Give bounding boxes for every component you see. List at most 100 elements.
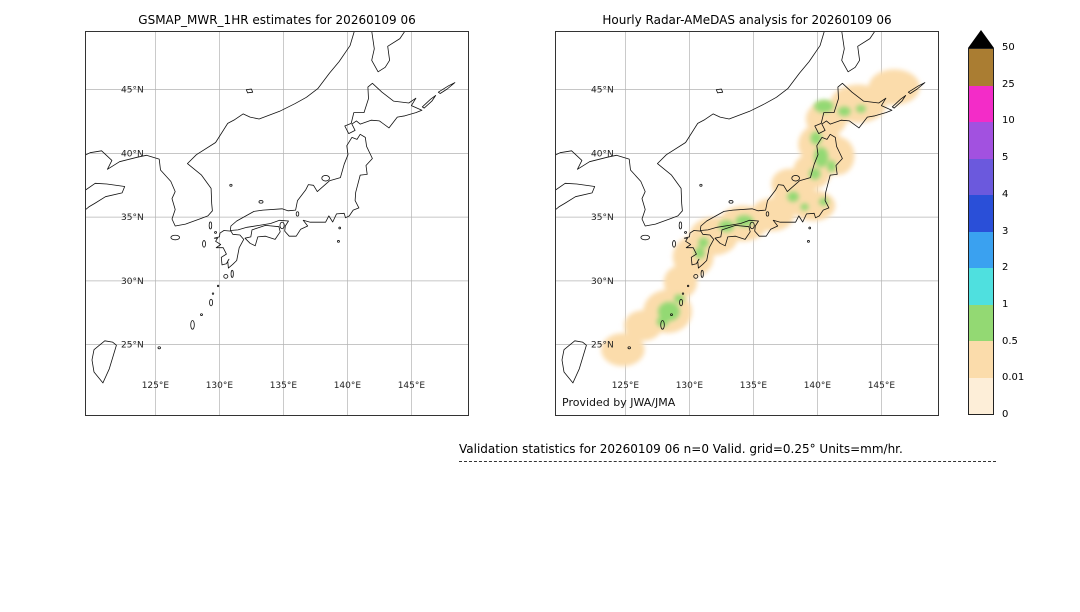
lon-tick-label: 130°E <box>676 381 704 391</box>
axis-labels: 45°N 40°N 35°N 30°N 25°N 125°E 130°E 135°E 140°E… <box>121 86 425 391</box>
colorbar-block <box>969 341 993 378</box>
coastline-path <box>814 82 893 134</box>
coastline-path <box>561 340 587 384</box>
validation-caption: Validation statistics for 20260109 06 n=… <box>459 442 996 462</box>
island-outline <box>223 274 229 279</box>
colorbar-block <box>969 85 993 122</box>
lon-tick-label: 145°E <box>868 381 896 391</box>
colorbar-tick-label: 50 <box>1002 42 1015 53</box>
lon-tick-label: 130°E <box>206 381 234 391</box>
gsmap-panel-title: GSMAP_MWR_1HR estimates for 20260109 06 <box>138 13 416 27</box>
precip-region <box>837 106 851 117</box>
coastline-path <box>371 31 406 73</box>
precip-region <box>814 99 834 113</box>
coastline-path <box>683 230 715 269</box>
colorbar-block <box>969 377 993 414</box>
island-outline <box>229 183 233 187</box>
colorbar-block <box>969 304 993 341</box>
coastline-path <box>714 224 751 247</box>
island-outline <box>728 200 734 204</box>
lon-tick-label: 125°E <box>142 381 170 391</box>
island-outline <box>807 240 810 243</box>
coastline-path <box>244 224 281 247</box>
colorbar-tick-label: 0.5 <box>1002 335 1018 347</box>
lat-tick-label: 35°N <box>121 213 144 223</box>
precip-region <box>810 131 822 145</box>
colorbar-overflow-arrow-icon <box>968 30 994 48</box>
coastline-path <box>344 82 423 134</box>
island-outline <box>279 221 285 230</box>
precip-region <box>791 190 836 221</box>
map-frame <box>555 31 939 416</box>
radar-panel-title: Hourly Radar-AMeDAS analysis for 2026010… <box>602 13 892 27</box>
gsmap-map-panel: 45°N 40°N 35°N 30°N 25°N 125°E 130°E 135°E 140°E… <box>85 31 469 416</box>
coastline-path <box>213 230 245 269</box>
island-outline <box>791 175 800 182</box>
coastlines <box>555 31 926 384</box>
island-outline <box>627 346 631 350</box>
coastline-path <box>85 31 355 227</box>
island-outline <box>684 231 687 234</box>
lon-tick-label: 125°E <box>612 381 640 391</box>
lat-tick-label: 30°N <box>121 277 144 287</box>
island-outline <box>190 320 195 330</box>
island-outline <box>209 298 214 307</box>
lon-tick-label: 140°E <box>804 381 832 391</box>
coastline-path <box>699 133 843 237</box>
island-outline <box>208 221 213 230</box>
precip-region <box>787 191 799 202</box>
island-outline <box>672 240 676 248</box>
coastline-path <box>555 31 825 227</box>
island-outline <box>749 221 755 230</box>
precip-region <box>674 294 685 304</box>
precip-layer-0.01-0.5 <box>601 69 920 367</box>
island-outline <box>699 183 703 187</box>
map-frame <box>85 31 469 416</box>
island-outline <box>693 274 699 279</box>
colorbar-tick-label: 5 <box>1002 152 1009 164</box>
precip-region <box>818 198 829 206</box>
coastline-path <box>555 182 596 211</box>
precip-region <box>814 147 829 168</box>
island-outline <box>230 269 234 278</box>
precip-region <box>658 301 680 322</box>
island-outline <box>660 320 665 330</box>
colorbar-tick-label: 25 <box>1002 78 1015 90</box>
lat-tick-label: 40°N <box>121 149 144 159</box>
colorbar-tick-label: 1 <box>1002 298 1009 310</box>
lon-tick-label: 140°E <box>334 381 362 391</box>
lat-tick-label: 40°N <box>591 149 614 159</box>
island-outline <box>679 298 684 307</box>
island-outline <box>211 292 215 295</box>
coastline-path <box>715 88 724 94</box>
island-outline <box>670 313 673 316</box>
colorbar-tick-label: 10 <box>1002 115 1015 127</box>
precip-region <box>827 160 836 172</box>
lat-tick-label: 25°N <box>591 341 614 351</box>
island-outline <box>678 221 683 230</box>
radar-map-panel: 45°N 40°N 35°N 30°N 25°N 125°E 130°E 135°E 140°E… <box>555 31 939 416</box>
island-outline <box>214 231 217 234</box>
colorbar: 50 25 10 5 4 3 2 1 0.5 0.01 0 <box>968 30 1048 432</box>
island-outline <box>200 313 203 316</box>
colorbar-tick-label: 3 <box>1002 225 1009 237</box>
precip-region <box>698 237 709 248</box>
colorbar-tick-label: 4 <box>1002 188 1009 200</box>
lat-tick-label: 45°N <box>591 86 614 96</box>
coastlines <box>85 31 456 384</box>
precip-region <box>735 215 754 227</box>
island-outline <box>258 200 264 204</box>
coastline-path <box>91 340 117 384</box>
island-outline <box>157 346 161 350</box>
coastline-path <box>421 95 437 109</box>
map-credit: Provided by JWA/JMA <box>562 396 676 409</box>
island-outline <box>765 211 770 217</box>
lon-tick-label: 145°E <box>398 381 426 391</box>
validation-caption-text: Validation statistics for 20260109 06 n=… <box>459 442 903 456</box>
island-outline <box>295 211 300 217</box>
island-outline <box>321 175 330 182</box>
precip-region <box>624 310 663 341</box>
colorbar-block <box>969 268 993 305</box>
island-outline <box>170 234 180 241</box>
